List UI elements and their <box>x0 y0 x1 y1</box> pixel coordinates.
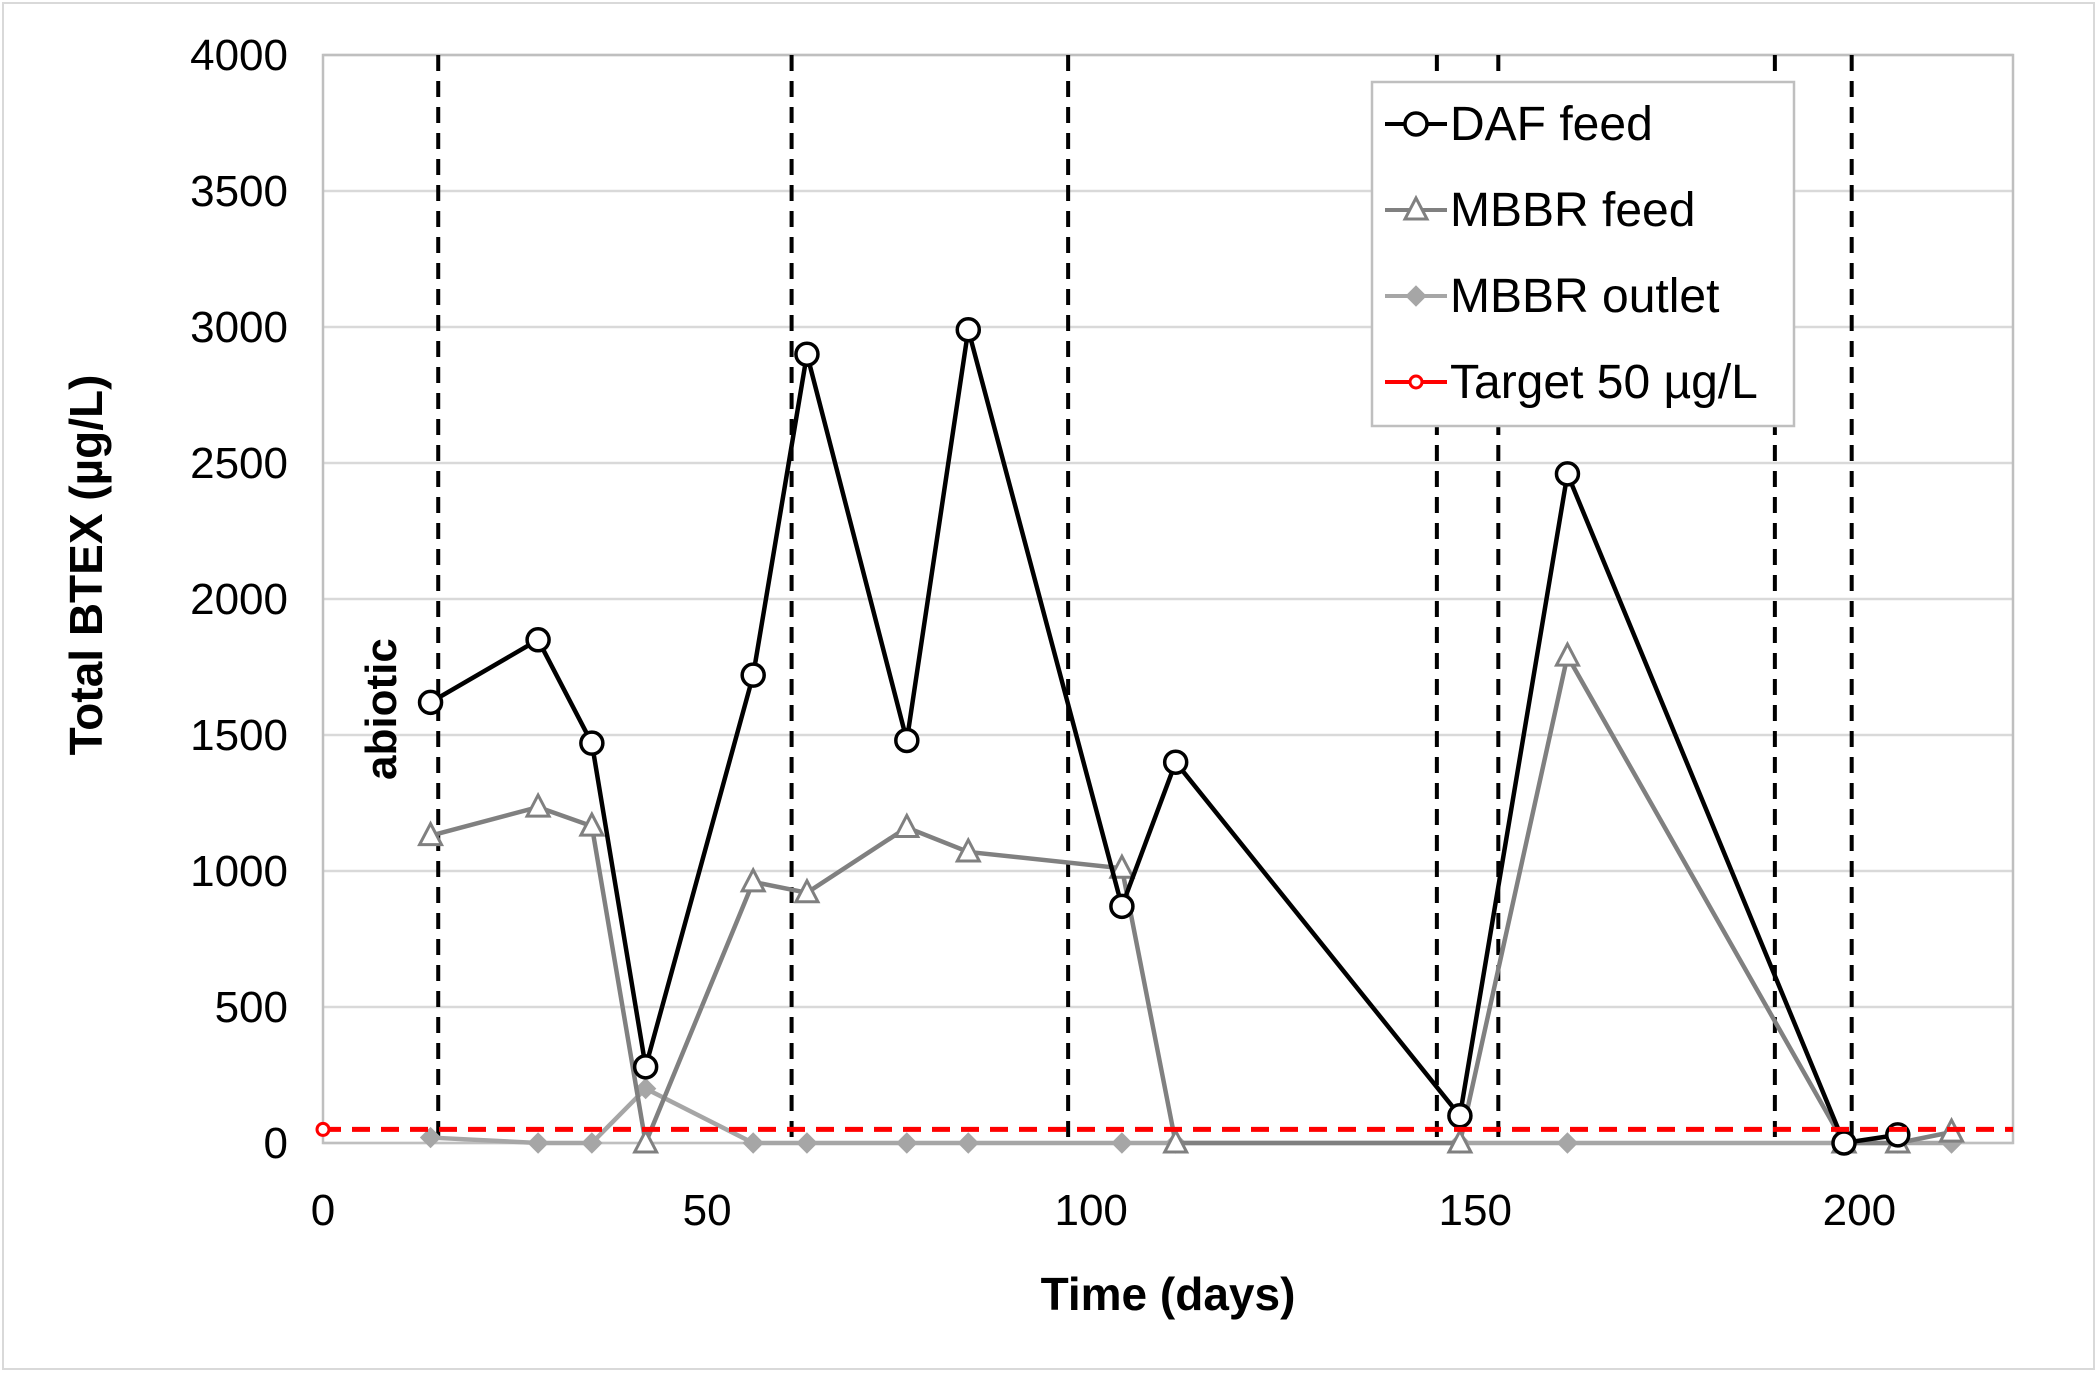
data-point-circle <box>894 727 920 754</box>
data-point-triangle <box>954 836 982 863</box>
y-tick-label: 3000 <box>190 303 288 352</box>
x-axis-title: Time (days) <box>1041 1268 1296 1320</box>
y-tick-label: 0 <box>264 1119 288 1168</box>
data-point-triangle <box>893 812 921 838</box>
abiotic-annotation: abiotic <box>357 638 406 780</box>
x-tick-label: 100 <box>1054 1186 1127 1235</box>
data-point-circle <box>315 1121 331 1137</box>
data-point-diamond <box>796 1132 818 1154</box>
x-tick-label: 50 <box>683 1186 732 1235</box>
x-tick-label: 0 <box>311 1186 335 1235</box>
data-point-circle <box>794 341 820 367</box>
data-point-triangle <box>417 820 445 847</box>
data-point-triangle <box>1108 853 1136 879</box>
y-tick-label: 1500 <box>190 711 288 760</box>
y-tick-label: 3500 <box>190 167 288 216</box>
data-point-diamond <box>1111 1132 1133 1154</box>
data-point-diamond <box>419 1126 442 1149</box>
data-point-triangle <box>739 866 767 893</box>
x-tick-label: 150 <box>1439 1186 1512 1235</box>
data-point-diamond <box>742 1132 764 1154</box>
x-tick-label: 200 <box>1823 1186 1896 1235</box>
data-point-triangle <box>1553 640 1581 667</box>
data-point-diamond <box>1556 1132 1579 1154</box>
y-tick-label: 2500 <box>190 439 288 488</box>
data-point-circle <box>525 627 551 653</box>
data-point-circle <box>1408 374 1424 390</box>
data-point-circle <box>579 730 605 756</box>
y-tick-label: 500 <box>215 983 288 1032</box>
data-point-triangle <box>793 877 821 904</box>
legend-label: MBBR outlet <box>1450 270 1719 323</box>
series-line-daf-feed <box>429 329 1899 1146</box>
data-point-triangle <box>1446 1127 1474 1154</box>
y-tick-label: 4000 <box>190 31 288 80</box>
legend: DAF feed MBBR feed MBBR outlet Target 50 µg… <box>1370 80 1796 428</box>
data-point-diamond <box>581 1132 603 1154</box>
data-point-circle <box>632 1054 659 1080</box>
series-line-mbbr-feed <box>429 649 1952 1152</box>
data-point-triangle <box>578 810 606 837</box>
data-point-circle <box>955 316 982 343</box>
data-point-circle <box>1162 749 1189 775</box>
data-point-triangle <box>1402 194 1430 221</box>
y-tick-label: 2000 <box>190 575 288 624</box>
data-point-diamond <box>527 1132 549 1154</box>
data-point-triangle <box>524 791 552 818</box>
data-point-circle <box>1109 893 1135 920</box>
data-point-diamond <box>896 1132 918 1154</box>
legend-label: MBBR feed <box>1450 184 1695 237</box>
data-point-diamond <box>1405 285 1427 307</box>
data-point-circle <box>1831 1130 1857 1156</box>
data-point-circle <box>1403 111 1429 137</box>
series-group <box>315 316 2013 1156</box>
data-point-circle <box>417 689 444 716</box>
data-point-triangle <box>632 1127 660 1154</box>
data-point-triangle <box>1162 1127 1190 1154</box>
data-point-diamond <box>957 1132 979 1154</box>
legend-label: DAF feed <box>1450 98 1653 151</box>
data-point-circle <box>740 662 766 688</box>
data-point-diamond <box>634 1077 657 1100</box>
legend-label: Target 50 µg/L <box>1450 356 1758 409</box>
y-axis-title: Total BTEX (µg/L) <box>60 375 112 756</box>
data-point-circle <box>1447 1103 1473 1129</box>
data-point-circle <box>1554 461 1581 487</box>
tick-labels: 0 500 1000 1500 2000 2500 3000 3500 4000 0 50 100 15… <box>190 31 1896 1235</box>
y-tick-label: 1000 <box>190 847 288 896</box>
legend-box <box>1370 80 1796 428</box>
